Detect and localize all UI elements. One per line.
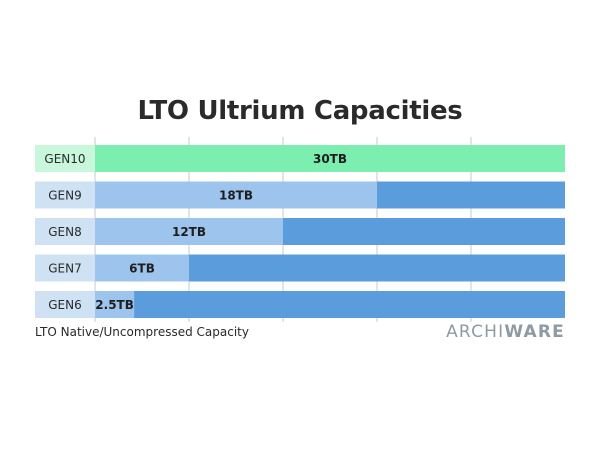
archiware-logo: ARCHIWARE [446,322,565,342]
category-label-gen6: GEN6 [48,298,82,312]
category-label-gen8: GEN8 [48,225,82,239]
value-label-gen7: 6TB [129,262,155,276]
category-cell-gen9 [35,181,95,209]
value-label-gen6: 2.5TB [95,298,134,312]
bar-gen9 [95,181,377,209]
bar-gen6 [95,291,135,318]
category-cell-gen7 [35,254,95,282]
category-cell-gen6 [35,291,95,318]
category-label-gen9: GEN9 [48,189,82,203]
bar-gen8 [95,218,283,245]
bar-gen7 [95,254,189,282]
bar-track-gen6 [95,291,565,318]
category-cell-gen8 [35,218,95,245]
value-label-gen9: 18TB [219,189,253,203]
logo-part2: WARE [504,322,565,342]
category-label-gen7: GEN7 [48,262,82,276]
chart-caption: LTO Native/Uncompressed Capacity [35,325,249,339]
value-label-gen10: 30TB [313,152,347,166]
category-label-gen10: GEN10 [44,152,85,166]
category-cell-gen10 [35,145,95,172]
bar-gen10 [95,145,565,172]
value-label-gen8: 12TB [172,225,206,239]
chart-title: LTO Ultrium Capacities [137,96,463,126]
logo-part1: ARCHI [446,322,505,342]
